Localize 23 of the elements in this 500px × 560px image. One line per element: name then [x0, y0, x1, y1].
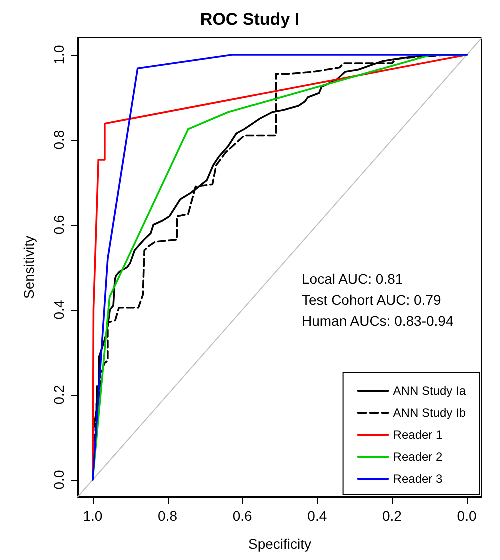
x-tick-label: 0.8 [158, 508, 178, 524]
x-tick-label: 0.4 [308, 508, 328, 524]
legend-label: Reader 3 [393, 472, 443, 486]
legend-label: Reader 1 [393, 428, 443, 442]
x-tick-label: 0.6 [232, 508, 253, 524]
y-tick-label: 0.8 [51, 130, 67, 150]
annotation: Human AUCs: 0.83-0.94 [302, 313, 454, 329]
x-axis-title: Specificity [248, 536, 312, 552]
x-tick-label: 0.2 [382, 508, 402, 524]
annotation: Test Cohort AUC: 0.79 [302, 292, 442, 308]
x-tick-label: 1.0 [83, 508, 103, 524]
x-tick-label: 0.0 [457, 508, 477, 524]
legend-label: ANN Study Ia [393, 384, 466, 398]
annotation: Local AUC: 0.81 [302, 271, 404, 287]
y-tick-label: 0.6 [51, 215, 67, 235]
y-tick-label: 0.2 [51, 385, 67, 405]
y-axis-title: Sensitivity [21, 236, 37, 300]
legend-label: ANN Study Ib [393, 406, 466, 420]
y-tick-label: 0.0 [51, 470, 67, 490]
y-tick-label: 0.4 [51, 300, 67, 320]
legend-label: Reader 2 [393, 450, 443, 464]
chart-title: ROC Study I [200, 10, 300, 29]
y-tick-label: 1.0 [51, 45, 67, 65]
